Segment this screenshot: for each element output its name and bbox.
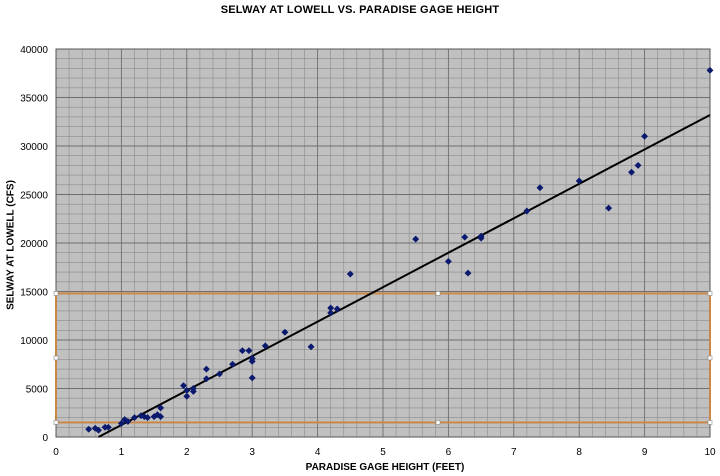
data-point: [189, 384, 197, 393]
data-point: [94, 426, 103, 434]
data-point: [575, 177, 583, 185]
data-point: [183, 386, 191, 394]
data-point: [706, 66, 714, 74]
y-tick-label: 30000: [20, 142, 48, 153]
data-point: [245, 347, 253, 355]
data-point: [605, 204, 613, 212]
data-point: [327, 309, 335, 317]
data-point: [117, 419, 125, 427]
data-point: [238, 347, 246, 355]
x-tick-label: 9: [642, 447, 648, 458]
data-point: [444, 257, 452, 265]
x-axis-label: PARADISE GAGE HEIGHT (FEET): [305, 462, 465, 473]
y-tick-label: 35000: [20, 94, 48, 105]
data-point: [202, 365, 210, 373]
data-point: [104, 423, 112, 431]
x-tick-label: 2: [184, 447, 190, 458]
x-tick-label: 10: [704, 447, 716, 458]
data-point: [261, 342, 269, 350]
data-point: [179, 382, 188, 390]
x-tick-label: 4: [315, 447, 321, 458]
data-point: [333, 305, 341, 313]
data-point: [124, 417, 132, 426]
selection-handle: [435, 291, 441, 296]
x-tick-label: 5: [380, 447, 386, 458]
y-tick-label: 0: [42, 433, 48, 444]
selection-handle: [53, 291, 59, 296]
x-tick-label: 7: [511, 447, 517, 458]
data-point: [346, 270, 354, 278]
data-point: [536, 184, 544, 192]
selection-handle: [435, 420, 441, 425]
data-point: [183, 392, 191, 400]
y-tick-label: 40000: [20, 45, 48, 56]
trendline: [98, 114, 711, 438]
data-point: [157, 413, 165, 421]
data-point: [248, 374, 256, 382]
x-tick-label: 0: [53, 447, 59, 458]
selection-handle: [707, 355, 713, 361]
x-tick-label: 3: [249, 447, 255, 458]
y-tick-label: 15000: [20, 288, 48, 299]
data-point: [627, 168, 636, 176]
selection-handle: [53, 355, 59, 361]
data-point: [307, 343, 315, 351]
data-point: [464, 269, 472, 277]
data-point: [248, 357, 256, 365]
y-tick-label: 20000: [20, 239, 48, 250]
data-point: [412, 235, 420, 243]
x-tick-label: 6: [446, 447, 452, 458]
selection-handle: [707, 291, 713, 296]
data-point: [523, 207, 531, 215]
y-tick-label: 5000: [26, 385, 49, 396]
y-tick-label: 10000: [20, 336, 48, 347]
data-point: [91, 424, 99, 432]
data-point: [130, 414, 139, 422]
y-tick-label: 25000: [20, 191, 48, 202]
plot-border: [55, 48, 711, 438]
data-point: [202, 375, 210, 383]
selection-handle: [53, 420, 59, 425]
selection-handle: [707, 420, 713, 425]
data-point: [281, 328, 289, 336]
data-point: [215, 370, 224, 378]
x-tick-label: 1: [119, 447, 125, 458]
data-point: [477, 232, 485, 240]
x-tick-label: 8: [576, 447, 582, 458]
data-point: [229, 360, 237, 368]
data-point: [144, 414, 152, 422]
data-point: [157, 404, 165, 412]
data-point: [85, 425, 93, 433]
data-point: [641, 132, 649, 140]
data-point: [634, 161, 642, 169]
chart-title: SELWAY AT LOWELL VS. PARADISE GAGE HEIGH…: [220, 4, 500, 16]
data-point: [461, 233, 469, 241]
